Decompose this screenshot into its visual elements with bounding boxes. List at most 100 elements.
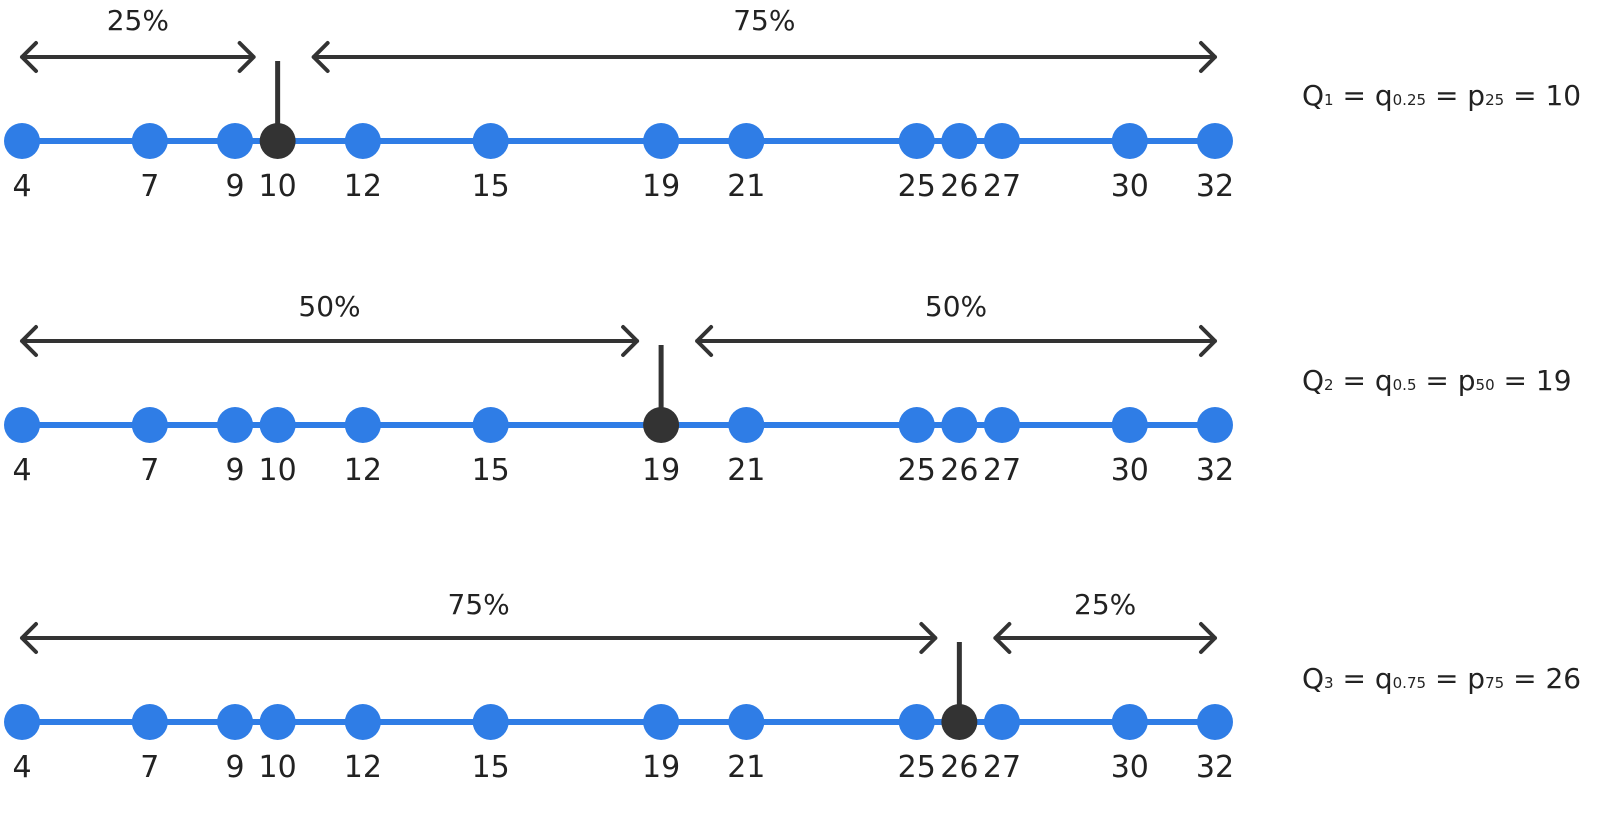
value-label: 26 (940, 169, 978, 204)
value-label: 26 (940, 453, 978, 488)
data-point (344, 704, 381, 740)
value-label: 12 (344, 750, 382, 785)
value-label: 21 (727, 750, 765, 785)
data-point (4, 704, 40, 740)
value-label: 27 (983, 453, 1021, 488)
left-percent-label: 25% (107, 4, 169, 37)
data-point (472, 407, 509, 443)
right-span-arrow (993, 622, 1217, 654)
value-label: 25 (898, 453, 936, 488)
formula-eq1: = q (1334, 662, 1393, 695)
value-label: 7 (140, 750, 159, 785)
quartile-point (643, 407, 680, 443)
data-point (898, 704, 935, 740)
right-percent-label: 75% (733, 4, 795, 37)
data-point (1197, 123, 1233, 159)
quartile-point (941, 704, 978, 740)
value-label: 12 (344, 169, 382, 204)
formula-eq2: = p (1417, 364, 1476, 397)
formula-mid-sub: 0.75 (1393, 674, 1426, 692)
formula-p-sub: 75 (1485, 674, 1504, 692)
data-point (1197, 407, 1233, 443)
value-label: 15 (472, 750, 510, 785)
data-point (131, 704, 168, 740)
left-span-arrow (20, 41, 256, 73)
data-point (259, 407, 296, 443)
data-point (217, 123, 254, 159)
data-point (728, 407, 765, 443)
data-point (472, 704, 509, 740)
formula-q-main: Q (1302, 364, 1324, 397)
data-point (344, 407, 381, 443)
data-point (1111, 123, 1148, 159)
value-label: 15 (472, 169, 510, 204)
formula-eq1: = q (1334, 79, 1393, 112)
value-label: 19 (642, 750, 680, 785)
formula-q-sub: 3 (1324, 674, 1334, 692)
value-label: 21 (727, 169, 765, 204)
value-label: 10 (259, 453, 297, 488)
formula-eq2: = p (1426, 79, 1485, 112)
value-label: 21 (727, 453, 765, 488)
formula-mid-sub: 0.5 (1393, 376, 1417, 394)
data-point (898, 123, 935, 159)
data-point (217, 704, 254, 740)
value-label: 30 (1111, 750, 1149, 785)
data-point (217, 407, 254, 443)
value-label: 19 (642, 169, 680, 204)
value-label: 25 (898, 750, 936, 785)
data-point (344, 123, 381, 159)
data-point (941, 123, 978, 159)
left-percent-label: 50% (298, 290, 360, 323)
value-label: 30 (1111, 169, 1149, 204)
right-percent-label: 50% (925, 290, 987, 323)
data-point (728, 123, 765, 159)
value-label: 4 (12, 453, 31, 488)
formula-q-main: Q (1302, 662, 1324, 695)
data-point (1197, 704, 1233, 740)
data-point (1111, 407, 1148, 443)
value-label: 4 (12, 169, 31, 204)
data-point (983, 123, 1020, 159)
formula-q-main: Q (1302, 79, 1324, 112)
quartile-row-2: 4 7 9 10 12 15 19 21 25 26 27 30 32 50% 50% Q2 = q0.5 =… (4, 290, 1572, 488)
value-label: 32 (1196, 169, 1234, 204)
data-point (983, 704, 1020, 740)
value-label: 27 (983, 169, 1021, 204)
data-point (643, 704, 680, 740)
formula-result: = 10 (1504, 79, 1581, 112)
left-span-arrow (20, 622, 938, 654)
quartile-formula: Q3 = q0.75 = p75 = 26 (1302, 662, 1581, 695)
formula-mid-sub: 0.25 (1393, 91, 1426, 109)
data-point (4, 407, 40, 443)
quartile-point (259, 123, 296, 159)
value-label: 30 (1111, 453, 1149, 488)
data-point (131, 123, 168, 159)
formula-p-sub: 25 (1485, 91, 1504, 109)
formula-result: = 19 (1495, 364, 1572, 397)
data-point (259, 704, 296, 740)
value-label: 27 (983, 750, 1021, 785)
data-point (472, 123, 509, 159)
data-point (728, 704, 765, 740)
data-point (983, 407, 1020, 443)
value-label: 12 (344, 453, 382, 488)
value-label: 32 (1196, 453, 1234, 488)
formula-q-sub: 2 (1324, 376, 1334, 394)
value-label: 26 (940, 750, 978, 785)
value-label: 10 (259, 169, 297, 204)
value-label: 7 (140, 169, 159, 204)
value-label: 10 (259, 750, 297, 785)
right-span-arrow (311, 41, 1217, 73)
formula-result: = 26 (1504, 662, 1581, 695)
value-label: 19 (642, 453, 680, 488)
left-percent-label: 75% (448, 588, 510, 621)
data-point (643, 123, 680, 159)
quartile-formula: Q1 = q0.25 = p25 = 10 (1302, 79, 1581, 112)
quartile-formula: Q2 = q0.5 = p50 = 19 (1302, 364, 1572, 397)
data-point (4, 123, 40, 159)
formula-eq1: = q (1334, 364, 1393, 397)
value-label: 32 (1196, 750, 1234, 785)
